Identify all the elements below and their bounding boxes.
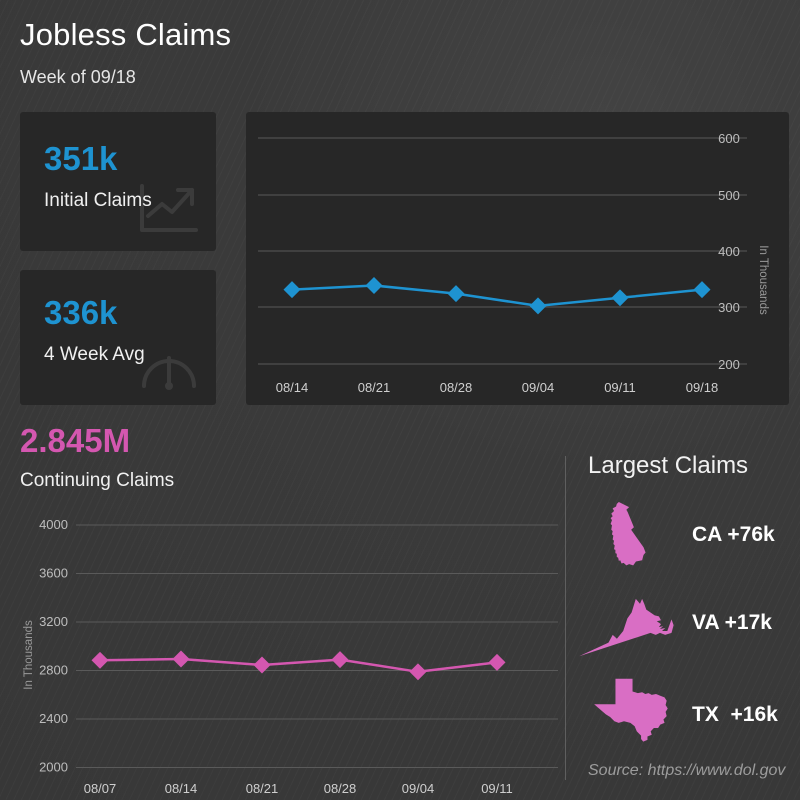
svg-text:3600: 3600	[39, 566, 68, 581]
svg-text:08/07: 08/07	[84, 781, 117, 796]
svg-text:09/04: 09/04	[402, 781, 435, 796]
svg-text:09/11: 09/11	[481, 781, 513, 796]
svg-text:600: 600	[718, 131, 740, 146]
svg-text:300: 300	[718, 300, 740, 315]
svg-text:08/14: 08/14	[165, 781, 198, 796]
svg-text:2400: 2400	[39, 711, 68, 726]
svg-text:500: 500	[718, 188, 740, 203]
svg-text:08/21: 08/21	[246, 781, 279, 796]
svg-text:08/14: 08/14	[276, 380, 309, 395]
svg-text:3200: 3200	[39, 614, 68, 629]
svg-text:2000: 2000	[39, 760, 68, 775]
svg-text:09/18: 09/18	[686, 380, 719, 395]
svg-text:08/28: 08/28	[440, 380, 473, 395]
svg-text:09/11: 09/11	[604, 380, 636, 395]
svg-text:In Thousands: In Thousands	[757, 245, 769, 315]
svg-text:200: 200	[718, 357, 740, 372]
svg-text:2800: 2800	[39, 663, 68, 678]
svg-text:In Thousands: In Thousands	[23, 620, 35, 690]
svg-text:400: 400	[718, 244, 740, 259]
svg-text:08/28: 08/28	[324, 781, 357, 796]
svg-text:08/21: 08/21	[358, 380, 391, 395]
svg-text:4000: 4000	[39, 517, 68, 532]
svg-text:09/04: 09/04	[522, 380, 555, 395]
